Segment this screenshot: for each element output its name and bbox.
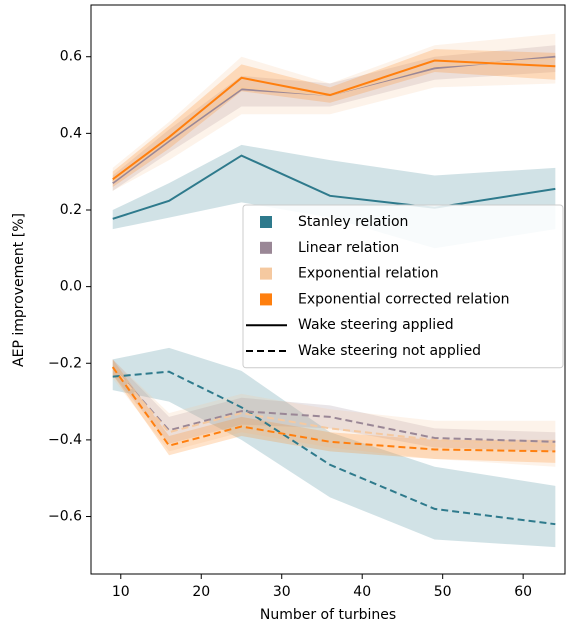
y-axis-label: AEP improvement [%] bbox=[11, 213, 27, 367]
line bbox=[111, 366, 556, 443]
legend-label: Stanley relation bbox=[298, 214, 408, 230]
legend-label: Exponential relation bbox=[298, 266, 439, 282]
legend-swatch bbox=[260, 293, 272, 306]
y-tick-label: −0.4 bbox=[48, 432, 82, 448]
legend-box bbox=[242, 204, 564, 369]
y-tick-label: −0.2 bbox=[48, 355, 82, 371]
legend-swatch bbox=[260, 216, 272, 228]
line bbox=[111, 366, 556, 453]
y-tick-label: −0.6 bbox=[48, 509, 82, 525]
line bbox=[112, 57, 556, 183]
line bbox=[111, 366, 556, 447]
legend-label: Exponential corrected relation bbox=[298, 291, 510, 307]
y-tick-label: 0.4 bbox=[60, 125, 82, 141]
y-tick-label: 0.2 bbox=[60, 202, 82, 218]
legend-label: Linear relation bbox=[298, 240, 399, 256]
x-tick-label: 30 bbox=[273, 584, 291, 600]
legend-swatch bbox=[260, 267, 272, 280]
line bbox=[112, 370, 556, 526]
x-axis-label: Number of turbines bbox=[260, 607, 396, 623]
confidence-band bbox=[112, 33, 556, 191]
legend-label: Wake steering not applied bbox=[298, 343, 481, 359]
confidence-band bbox=[112, 49, 556, 188]
axes-frame bbox=[90, 4, 566, 575]
y-tick-label: 0.0 bbox=[60, 279, 82, 295]
confidence-band bbox=[112, 359, 556, 463]
x-tick-label: 10 bbox=[112, 584, 130, 600]
legend-swatch bbox=[260, 241, 272, 254]
x-tick-label: 50 bbox=[434, 584, 452, 600]
plot-area bbox=[111, 33, 556, 548]
legend-label: Wake steering applied bbox=[298, 317, 454, 333]
confidence-band bbox=[112, 359, 556, 452]
y-tick-label: 0.6 bbox=[60, 49, 82, 65]
x-tick-label: 60 bbox=[514, 584, 532, 600]
x-tick-label: 20 bbox=[192, 584, 210, 600]
x-tick-label: 40 bbox=[353, 584, 371, 600]
line bbox=[112, 59, 556, 181]
